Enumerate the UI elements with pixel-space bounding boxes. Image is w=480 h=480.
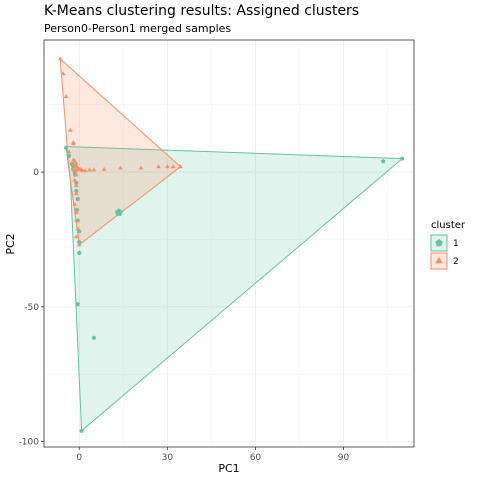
- x-tick-label: 30: [162, 453, 174, 463]
- cluster-1-point: [74, 188, 79, 193]
- chart-subtitle: Person0-Person1 merged samples: [44, 22, 231, 35]
- x-tick-label: 60: [250, 453, 262, 463]
- cluster-1-point: [76, 250, 82, 255]
- cluster-2-point: [71, 141, 76, 146]
- cluster-2-point: [101, 166, 107, 171]
- cluster-1-point: [66, 153, 72, 158]
- cluster-2-point: [74, 183, 79, 187]
- cluster-2-point: [68, 127, 73, 132]
- cluster-2-point: [78, 166, 83, 171]
- y-axis-label: PC2: [4, 233, 17, 254]
- cluster-2-point: [71, 166, 76, 171]
- cluster-1-point: [63, 145, 69, 150]
- cluster-2-point: [74, 210, 79, 214]
- cluster-2-point: [74, 161, 79, 166]
- cluster-2-point: [72, 177, 78, 182]
- cluster-hulls: [59, 57, 404, 432]
- x-axis-ticks: 0 30 60 90: [76, 447, 350, 463]
- y-tick-label: 0: [33, 168, 39, 178]
- cluster-1-point: [79, 428, 84, 433]
- legend: cluster 1 2: [430, 220, 466, 270]
- cluster-1-point: [75, 196, 81, 201]
- cluster-2-point: [72, 158, 78, 163]
- cluster-1-point: [75, 301, 81, 307]
- cluster-1-point: [91, 335, 97, 340]
- chart-title: K-Means clustering results: Assigned clu…: [44, 3, 359, 19]
- cluster-2-point: [165, 164, 170, 169]
- cluster-2-point: [75, 226, 81, 231]
- data-points: [57, 56, 405, 433]
- panel-border: [43, 39, 415, 448]
- legend-title: cluster: [431, 220, 466, 231]
- cluster-2-point: [60, 71, 66, 76]
- cluster-2-point: [57, 56, 63, 61]
- cluster-1-point: [74, 207, 80, 212]
- cluster-2-point: [66, 149, 72, 154]
- cluster-1-centroid: [114, 208, 123, 216]
- legend-label-1: 1: [453, 239, 459, 249]
- cluster-2-point: [178, 164, 183, 169]
- cluster-2-point: [74, 234, 79, 239]
- cluster-2-point: [87, 167, 92, 172]
- x-axis-label: PC1: [218, 462, 239, 475]
- y-tick-label: -100: [19, 438, 40, 448]
- grid-lines: [44, 40, 414, 447]
- cluster-2-point: [72, 202, 78, 206]
- x-tick-label: 90: [338, 453, 350, 463]
- cluster-1-point: [76, 239, 82, 245]
- x-tick-label: 0: [76, 453, 82, 463]
- cluster-2-point: [170, 164, 176, 169]
- cluster-2-point: [74, 218, 79, 223]
- y-axis-ticks: 0 -50 -100: [19, 168, 44, 448]
- cluster-2-point: [74, 168, 79, 173]
- cluster-2-point: [75, 165, 81, 170]
- cluster-2-point: [76, 242, 82, 247]
- cluster-2-point: [91, 167, 97, 172]
- cluster-2-point: [138, 165, 144, 170]
- cluster-2-point: [74, 172, 79, 177]
- legend-symbol-1: [435, 239, 443, 247]
- cluster-2-point: [74, 191, 79, 196]
- cluster-1-point: [380, 158, 386, 164]
- y-tick-label: -50: [24, 303, 39, 313]
- legend-symbol-2: [435, 257, 443, 264]
- cluster-2-point: [156, 164, 161, 169]
- legend-label-2: 2: [453, 257, 459, 267]
- cluster-2-point: [82, 168, 88, 173]
- cluster-2-point: [63, 94, 69, 99]
- cluster-2-point: [118, 165, 123, 170]
- cluster-1-point: [399, 156, 405, 161]
- cluster-2-point: [71, 161, 76, 166]
